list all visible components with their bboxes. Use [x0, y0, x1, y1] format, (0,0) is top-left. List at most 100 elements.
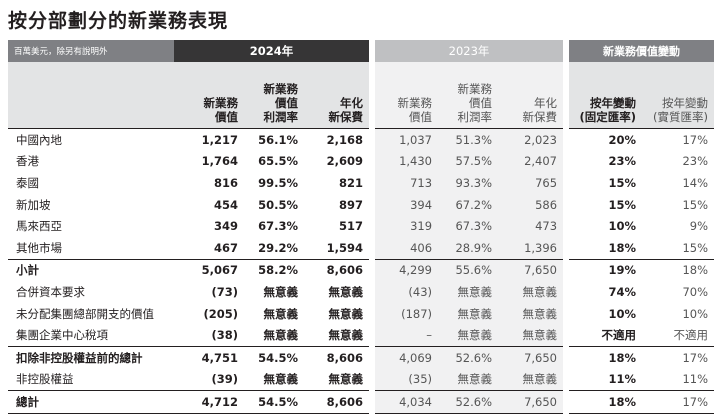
cell-2024: 5,067: [174, 258, 244, 282]
cell-change: 15%: [682, 197, 709, 212]
unit-note: 百萬美元，除另有說明外: [8, 40, 174, 62]
row-label: 中國內地: [8, 127, 174, 151]
cell-2023: 4,069: [369, 345, 439, 369]
cell-change: 15%: [682, 240, 709, 255]
cell-2023: 52.6%: [438, 390, 499, 414]
cell-change: 11%: [563, 368, 643, 391]
row-label: 泰國: [16, 175, 39, 190]
cell-2023: 51.3%: [438, 127, 499, 151]
cell-2023: 無意義: [438, 368, 499, 391]
cell-2023: 無意義: [498, 368, 567, 391]
cell-2024: 897: [339, 197, 364, 212]
table-row: 香港 1,764 65.5% 2,609 1,430 57.5% 2,407 23% 23%: [8, 150, 714, 173]
cell-2023: 394: [369, 193, 439, 216]
cell-2023: 473: [498, 215, 567, 237]
row-label: 香港: [16, 154, 39, 169]
col-2024-1: 新業務 價值 利潤率: [244, 62, 304, 129]
cell-2024: 無意義: [263, 372, 299, 387]
group-2023: 2023年: [369, 40, 567, 62]
cell-change: 18%: [563, 390, 643, 414]
table-row: 馬來西亞 349 67.3% 517 319 67.3% 473 10% 9%: [8, 215, 714, 237]
cell-2023: (35): [369, 368, 439, 391]
cell-2023: 713: [369, 172, 439, 194]
group-header-row: 百萬美元，除另有說明外 2024年 2023年 新業務價值變動: [8, 40, 715, 62]
cell-2023: 93.3%: [438, 172, 499, 194]
cell-2024: 517: [339, 219, 364, 234]
table-row: 集團企業中心稅項 (38) 無意義 無意義 – 無意義 無意義 不適用 不適用: [8, 324, 714, 347]
cell-2024: (205): [203, 306, 238, 321]
row-label: 集團企業中心稅項: [16, 328, 108, 343]
cell-2023: 7,650: [498, 345, 567, 369]
cell-2023: 52.6%: [438, 345, 499, 369]
cell-2023: 1,430: [369, 150, 439, 173]
row-label: 總計: [8, 390, 174, 414]
cell-2024: 無意義: [263, 328, 299, 343]
cell-2024: 無意義: [328, 284, 364, 299]
cell-2024: 65.5%: [258, 154, 298, 169]
cell-2023: 1,396: [498, 236, 567, 260]
cell-2023: 無意義: [498, 281, 567, 303]
cell-2024: 467: [213, 240, 238, 255]
table-row: 其他市場 467 29.2% 1,594 406 28.9% 1,396 18% 15%: [8, 236, 714, 260]
cell-2023: 2,407: [498, 150, 567, 173]
cell-2023: 無意義: [438, 324, 499, 347]
table-row: 小計 5,067 58.2% 8,606 4,299 55.6% 7,650 19% 18%: [8, 258, 715, 282]
cell-change: 70%: [682, 284, 709, 299]
cell-2024: 無意義: [263, 306, 299, 321]
cell-2024: 54.5%: [244, 345, 304, 369]
col-change-1: 按年變動 (實質匯率): [642, 62, 715, 129]
table-row: 扣除非控股權益前的總計 4,751 54.5% 8,606 4,069 52.6% 7,65…: [8, 345, 715, 369]
cell-2024: 8,606: [304, 258, 373, 282]
cell-change: 74%: [563, 281, 643, 303]
column-header-row: 新業務 價值 新業務 價值 利潤率 年化 新保費 新業務 價值 新業務 價值 利潤率 年化 新保費 按年變動…: [8, 62, 715, 129]
cell-2023: 586: [498, 193, 567, 216]
cell-2023: 67.2%: [438, 193, 499, 216]
cell-2024: 4,751: [174, 345, 244, 369]
row-label: 小計: [8, 258, 174, 282]
cell-change: 15%: [563, 172, 643, 194]
cell-2024: 50.5%: [258, 197, 298, 212]
cell-2023: 7,650: [498, 258, 567, 282]
cell-2024: 454: [213, 197, 238, 212]
col-2024-0: 新業務 價值: [174, 62, 244, 129]
cell-2023: 406: [369, 236, 439, 260]
cell-2023: 無意義: [438, 302, 499, 325]
row-label: 新加坡: [16, 197, 51, 212]
table-body: 中國內地 1,217 56.1% 2,168 1,037 51.3% 2,023 20% 17%…: [8, 127, 715, 414]
table-row: 中國內地 1,217 56.1% 2,168 1,037 51.3% 2,023 20% 17%: [8, 127, 715, 151]
cell-2023: 無意義: [498, 302, 567, 325]
cell-change: 不適用: [673, 328, 709, 343]
cell-2024: 2,168: [304, 127, 373, 151]
vonb-table: 百萬美元，除另有說明外 2024年 2023年 新業務價值變動 新業務 價值 新業務…: [8, 40, 715, 414]
table-row: 總計 4,712 54.5% 8,606 4,034 52.6% 7,650 18% 17%: [8, 390, 715, 414]
cell-2024: (38): [211, 328, 238, 343]
cell-2024: 2,609: [326, 154, 364, 169]
col-change-0: 按年變動 (固定匯率): [563, 62, 643, 129]
row-label: 未分配集團總部開支的價值: [16, 306, 154, 321]
cell-change: 10%: [682, 306, 709, 321]
page-title: 按分部劃分的新業務表現: [8, 10, 229, 32]
cell-change: 10%: [563, 215, 643, 237]
cell-2023: 67.3%: [438, 215, 499, 237]
cell-2024: 無意義: [328, 306, 364, 321]
cell-2024: 54.5%: [244, 390, 304, 414]
cell-2024: 1,764: [201, 154, 238, 169]
cell-2024: 1,594: [326, 240, 364, 255]
cell-2024: 8,606: [304, 345, 373, 369]
group-2024: 2024年: [174, 40, 373, 62]
cell-change: 17%: [642, 127, 715, 151]
group-vonb-change: 新業務價值變動: [563, 40, 715, 62]
table-row: 合併資本要求 (73) 無意義 無意義 (43) 無意義 無意義 74% 70%: [8, 281, 714, 303]
cell-2024: (73): [211, 284, 238, 299]
cell-2024: 8,606: [304, 390, 373, 414]
cell-change: 17%: [642, 345, 715, 369]
row-label: 扣除非控股權益前的總計: [8, 345, 174, 369]
cell-2023: 28.9%: [438, 236, 499, 260]
cell-change: 18%: [563, 236, 643, 260]
cell-2024: 無意義: [328, 328, 364, 343]
table-row: 未分配集團總部開支的價值 (205) 無意義 無意義 (187) 無意義 無意義 10% 10%: [8, 302, 714, 325]
cell-change: 14%: [682, 175, 709, 190]
cell-2023: 2,023: [498, 127, 567, 151]
col-2023-2: 年化 新保費: [498, 62, 567, 129]
cell-2024: (39): [211, 372, 238, 387]
